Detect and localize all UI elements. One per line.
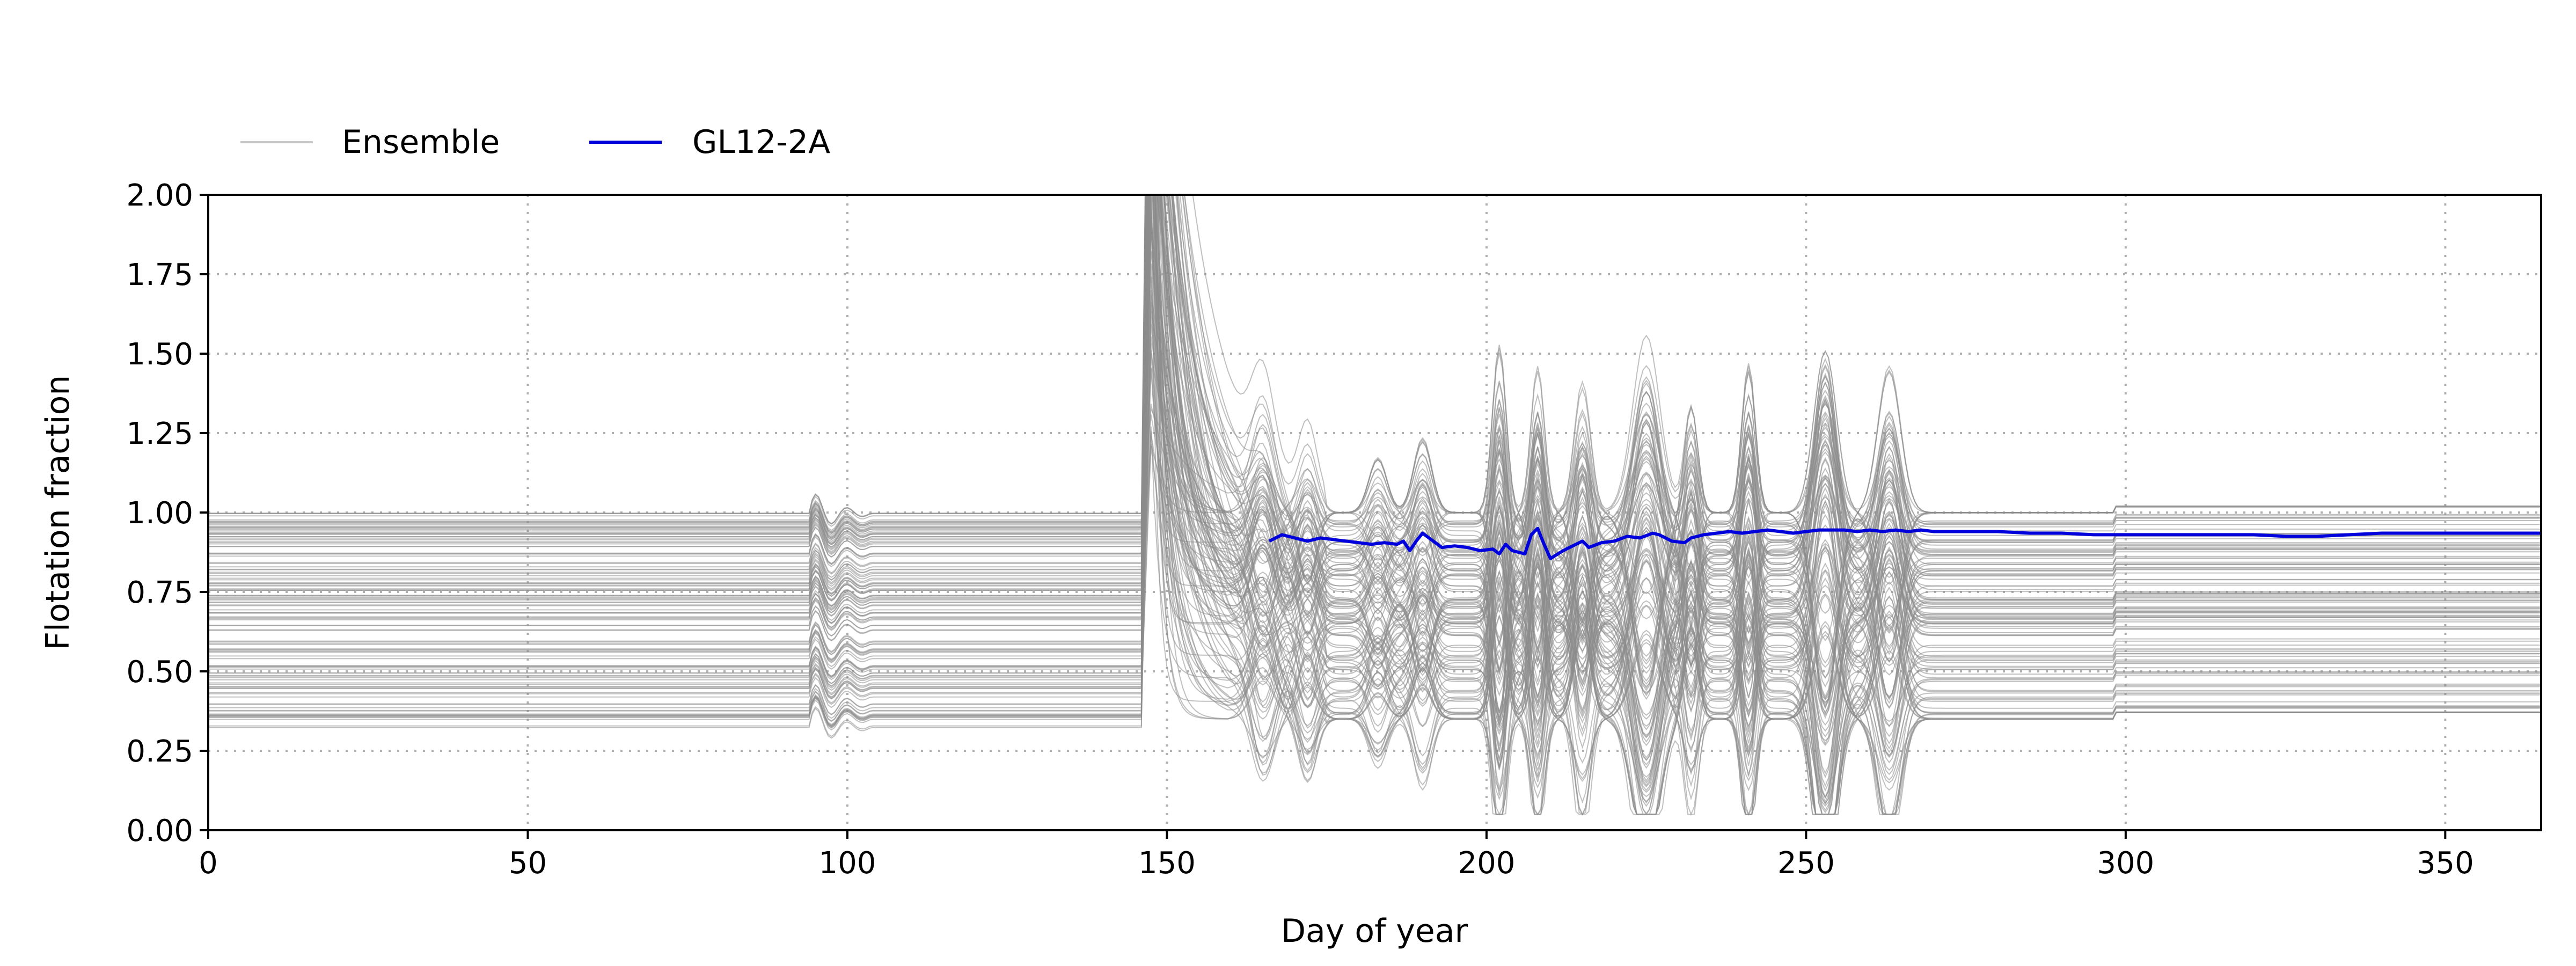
ensemble-line: [208, 195, 2541, 620]
ensemble-line: [208, 195, 2541, 815]
x-axis-ticks: 0 50 100 150 200 250 300 350: [199, 830, 2474, 881]
ensemble-line: [208, 290, 2541, 675]
y-tick-label: 1.75: [126, 258, 193, 292]
legend-gl12-2a-label: GL12-2A: [692, 123, 830, 161]
y-tick-label: 0.75: [126, 575, 193, 610]
ensemble-line: [208, 195, 2541, 760]
y-tick-label: 0.50: [126, 655, 193, 690]
ensemble-line: [208, 195, 2541, 667]
legend: Ensemble GL12-2A: [240, 123, 830, 161]
x-axis-title: Day of year: [1281, 912, 1468, 950]
y-tick-label: 2.00: [126, 178, 193, 213]
ensemble-line: [208, 195, 2541, 816]
ensemble-line: [208, 195, 2541, 815]
ensemble-line: [208, 195, 2541, 743]
x-tick-label: 300: [2097, 846, 2154, 881]
x-tick-label: 0: [199, 846, 218, 881]
ensemble-line: [208, 195, 2541, 682]
ensemble-line: [208, 414, 2541, 766]
ensemble-line: [208, 251, 2541, 668]
ensemble-line: [208, 195, 2541, 703]
ensemble-line: [208, 195, 2541, 789]
y-tick-label: 1.25: [126, 416, 193, 451]
ensemble-line: [208, 195, 2541, 595]
ensemble-line: [208, 195, 2541, 745]
ensemble-line: [208, 209, 2541, 657]
ensemble-line: [208, 195, 2541, 758]
ensemble-line: [208, 195, 2541, 619]
y-tick-label: 1.00: [126, 496, 193, 531]
y-axis-title: Flotation fraction: [39, 375, 77, 650]
legend-ensemble-label: Ensemble: [342, 123, 500, 161]
ensemble-line: [208, 195, 2541, 815]
ensemble-line: [208, 195, 2541, 752]
ensemble-line: [208, 195, 2541, 815]
ensemble-line: [208, 195, 2541, 675]
ensemble-line: [208, 195, 2541, 799]
ensemble-line: [208, 389, 2541, 648]
ensemble-line: [208, 195, 2541, 747]
ensemble-line: [208, 195, 2541, 807]
ensemble-line: [208, 353, 2541, 732]
ensemble-line: [208, 368, 2541, 815]
x-tick-label: 50: [509, 846, 547, 881]
x-tick-label: 100: [819, 846, 876, 881]
ensemble-line: [208, 195, 2541, 815]
ensemble-line: [208, 426, 2541, 816]
ensemble-line: [208, 195, 2541, 713]
gl12-2a-series: [1268, 526, 2541, 560]
ensemble-line: [208, 195, 2541, 588]
ensemble-line: [208, 195, 2541, 767]
ensemble-line: [208, 444, 2541, 716]
gl12-2a-line: [1268, 526, 2541, 560]
x-tick-label: 350: [2417, 846, 2474, 881]
ensemble-line: [208, 195, 2541, 670]
ensemble-line: [208, 195, 2541, 804]
ensemble-line: [208, 195, 2541, 700]
y-tick-label: 0.00: [126, 814, 193, 848]
ensemble-line: [208, 195, 2541, 816]
y-tick-label: 0.25: [126, 734, 193, 769]
ensemble-line: [208, 311, 2541, 700]
ensemble-line: [208, 195, 2541, 778]
y-tick-label: 1.50: [126, 337, 193, 372]
x-tick-label: 150: [1138, 846, 1196, 881]
y-axis-ticks: 0.00 0.25 0.50 0.75 1.00 1.25 1.50 1.75 2.00: [126, 178, 208, 848]
ensemble-line: [208, 195, 2541, 815]
ensemble-line: [208, 302, 2541, 733]
ensemble-line: [208, 195, 2541, 573]
ensemble-lines: [208, 195, 2541, 816]
x-tick-label: 200: [1458, 846, 1515, 881]
ensemble-line: [208, 195, 2541, 761]
ensemble-line: [208, 316, 2541, 814]
ensemble-line: [208, 430, 2541, 799]
x-tick-label: 250: [1777, 846, 1835, 881]
ensemble-line: [208, 195, 2541, 601]
